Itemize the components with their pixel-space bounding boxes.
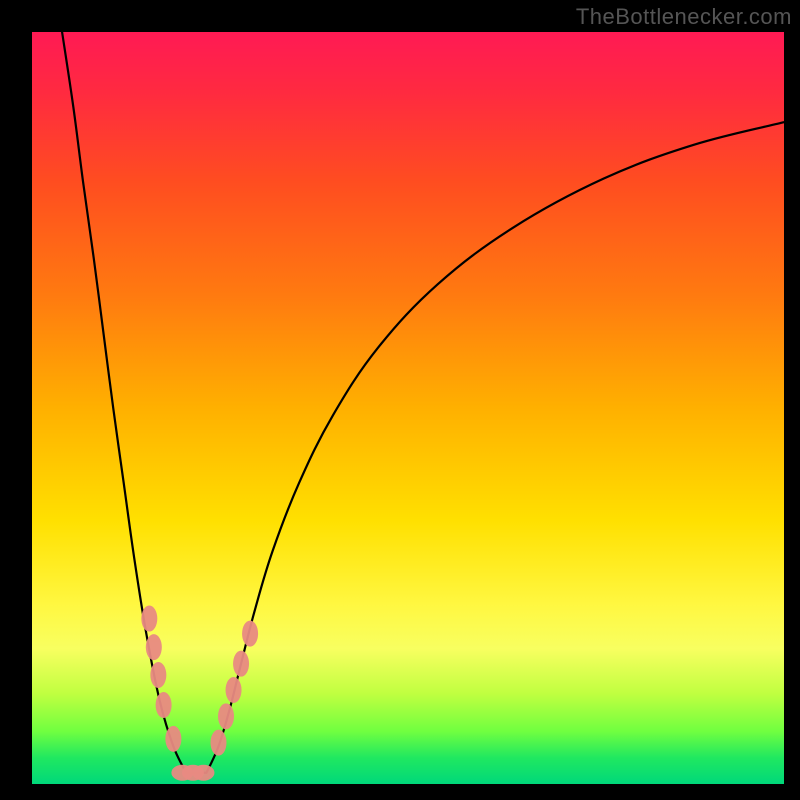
chart-gradient-bg (32, 32, 784, 784)
marker-left-3 (156, 692, 172, 718)
bottleneck-chart (0, 0, 800, 800)
marker-left-4 (165, 726, 181, 752)
marker-right-4 (242, 621, 258, 647)
marker-right-3 (233, 651, 249, 677)
marker-left-2 (150, 662, 166, 688)
marker-right-1 (218, 703, 234, 729)
marker-left-0 (141, 606, 157, 632)
marker-left-1 (146, 634, 162, 660)
marker-right-0 (210, 730, 226, 756)
marker-floor-2 (192, 765, 214, 781)
marker-right-2 (226, 677, 242, 703)
watermark-text: TheBottlenecker.com (576, 4, 792, 30)
chart-stage: TheBottlenecker.com (0, 0, 800, 800)
